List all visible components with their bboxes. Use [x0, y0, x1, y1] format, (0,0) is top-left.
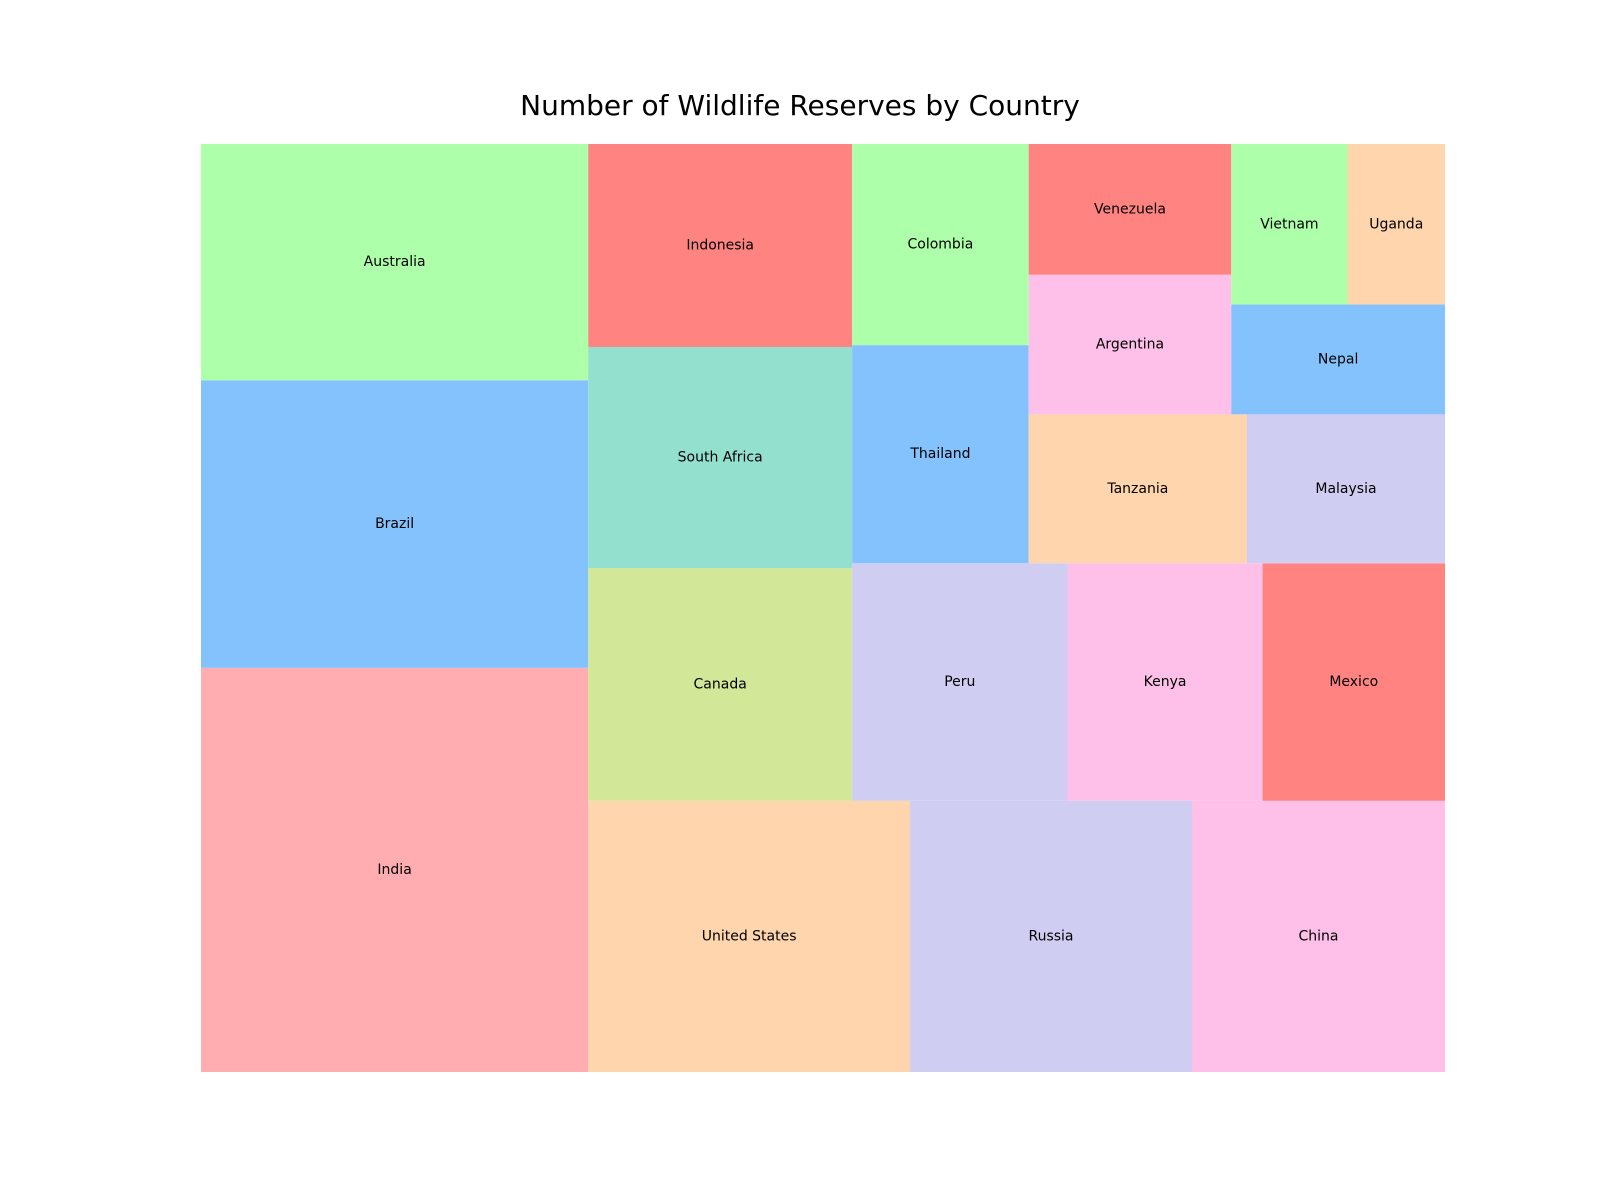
- treemap-cell-colombia: [852, 144, 1029, 346]
- treemap-label-malaysia: Malaysia: [1315, 481, 1376, 497]
- treemap-label-canada: Canada: [694, 677, 747, 693]
- treemap-label-argentina: Argentina: [1096, 337, 1164, 353]
- treemap-cell-russia: [910, 800, 1192, 1072]
- treemap-label-vietnam: Vietnam: [1260, 216, 1318, 232]
- treemap-label-brazil: Brazil: [375, 516, 414, 532]
- treemap-label-russia: Russia: [1028, 928, 1073, 944]
- treemap-cell-vietnam: [1231, 144, 1348, 305]
- treemap-label-kenya: Kenya: [1144, 674, 1187, 690]
- treemap-label-tanzania: Tanzania: [1106, 481, 1168, 497]
- treemap-cell-uganda: [1347, 144, 1445, 305]
- treemap-cell-kenya: [1067, 563, 1263, 801]
- treemap-cell-india: [201, 667, 589, 1072]
- treemap-label-venezuela: Venezuela: [1094, 201, 1166, 217]
- treemap-label-peru: Peru: [944, 674, 975, 690]
- treemap-label-india: India: [377, 862, 411, 878]
- treemap-label-china: China: [1298, 928, 1338, 944]
- chart-title: Number of Wildlife Reserves by Country: [520, 89, 1080, 122]
- treemap-label-uganda: Uganda: [1369, 216, 1423, 232]
- treemap-cell-venezuela: [1028, 144, 1232, 275]
- treemap-cell-united-states: [588, 800, 911, 1072]
- treemap-label-south-africa: South Africa: [678, 450, 763, 466]
- treemap-label-united-states: United States: [702, 928, 797, 944]
- treemap-cell-thailand: [852, 345, 1029, 564]
- treemap-cell-australia: [201, 144, 589, 381]
- treemap-cell-mexico: [1262, 563, 1445, 801]
- treemap-cell-peru: [852, 563, 1068, 801]
- treemap-label-indonesia: Indonesia: [686, 237, 754, 253]
- treemap-label-mexico: Mexico: [1329, 674, 1378, 690]
- treemap-label-australia: Australia: [364, 254, 426, 270]
- treemap-cell-china: [1191, 800, 1445, 1072]
- treemap-cell-canada: [588, 568, 853, 801]
- treemap-cell-south-africa: [588, 346, 853, 569]
- treemap-label-thailand: Thailand: [909, 446, 970, 462]
- treemap-cell-argentina: [1028, 274, 1232, 415]
- treemap-cell-brazil: [201, 380, 589, 668]
- treemap-cell-malaysia: [1246, 414, 1445, 564]
- treemap-label-colombia: Colombia: [908, 237, 974, 253]
- treemap-cell-tanzania: [1028, 414, 1247, 564]
- treemap-label-nepal: Nepal: [1318, 351, 1358, 367]
- treemap-cell-indonesia: [588, 144, 853, 347]
- treemap-cell-nepal: [1231, 304, 1445, 415]
